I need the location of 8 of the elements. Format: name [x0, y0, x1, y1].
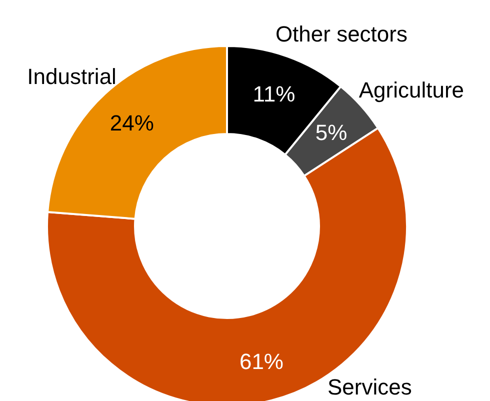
data-label: 24%: [110, 110, 154, 136]
slice-label: Other sectors: [275, 21, 408, 46]
slice-label: Industrial: [27, 64, 116, 89]
data-label: 61%: [239, 349, 284, 374]
slice-label: Agriculture: [358, 77, 464, 102]
data-label: 11%: [252, 82, 296, 107]
data-label: 5%: [315, 120, 348, 146]
slice-label: Services: [327, 374, 412, 400]
